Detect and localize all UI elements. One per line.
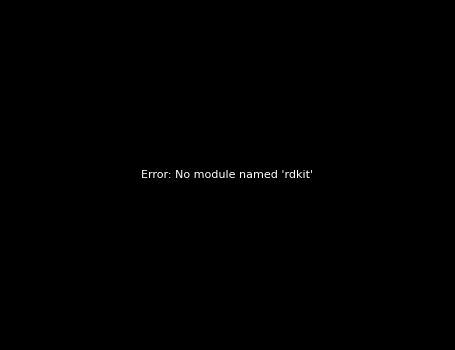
Text: Error: No module named 'rdkit': Error: No module named 'rdkit' (142, 170, 313, 180)
